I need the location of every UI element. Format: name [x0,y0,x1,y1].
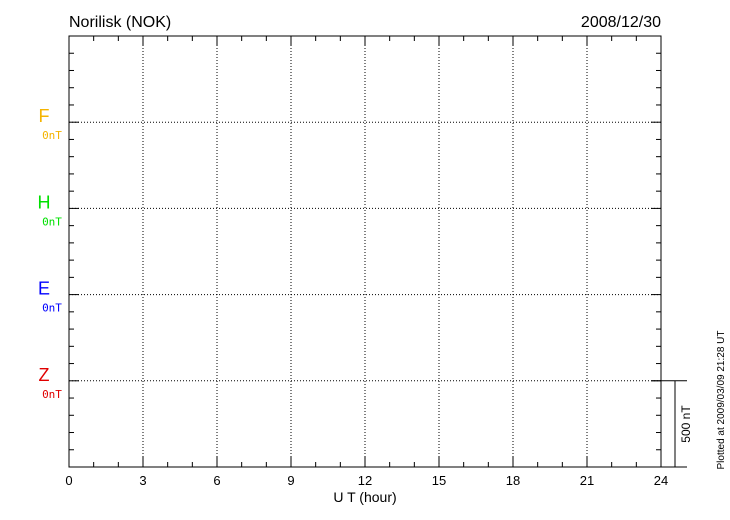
x-tick-label: 15 [432,473,446,488]
chart-title: Norilisk (NOK) [69,14,171,31]
chart-date: 2008/12/30 [581,14,661,31]
series-label-f: F [39,106,50,126]
x-tick-label: 0 [65,473,72,488]
x-tick-label: 24 [654,473,668,488]
scale-bar-label: 500 nT [679,405,693,443]
series-label-h: H [38,192,51,212]
x-axis-label: U T (hour) [333,489,396,505]
series-baseline-label: 0nT [42,129,62,142]
series-baseline-label: 0nT [42,302,62,315]
x-tick-label: 21 [580,473,594,488]
plotted-at-footnote: Plotted at 2009/03/09 21:28 UT [716,331,727,470]
series-label-z: Z [39,365,50,385]
series-baseline-label: 0nT [42,388,62,401]
series-baseline-label: 0nT [42,215,62,228]
series-label-e: E [38,279,50,299]
x-tick-label: 9 [287,473,294,488]
x-tick-label: 12 [358,473,372,488]
x-tick-label: 18 [506,473,520,488]
x-tick-label: 3 [139,473,146,488]
x-tick-label: 6 [213,473,220,488]
